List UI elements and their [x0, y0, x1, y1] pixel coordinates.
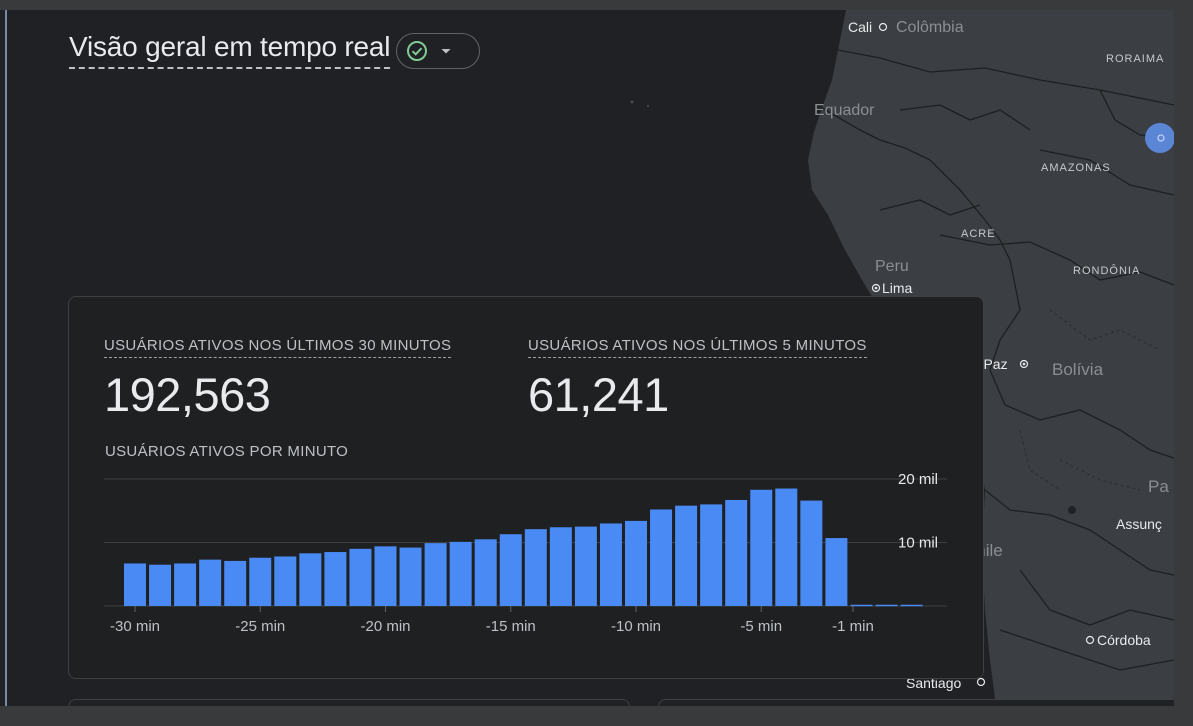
city-dot — [878, 22, 888, 32]
map-label-pa: Pa — [1148, 477, 1169, 496]
city-dot — [871, 283, 881, 293]
status-dropdown-chip[interactable] — [396, 32, 481, 69]
chart-bar[interactable] — [900, 604, 923, 607]
map-label-acre: ACRE — [961, 228, 996, 240]
title-row: Visão geral em tempo real — [69, 30, 481, 69]
chart-bar[interactable] — [599, 523, 622, 606]
chart-bar[interactable] — [700, 504, 723, 606]
page-title[interactable]: Visão geral em tempo real — [69, 30, 391, 69]
caret-down-icon — [441, 48, 451, 53]
map-label-equador: Equador — [814, 102, 875, 119]
map-label-cordoba: Córdoba — [1097, 632, 1151, 648]
chart-bar[interactable] — [424, 543, 447, 606]
map-label-roraima: RORAIMA — [1106, 53, 1164, 65]
map-label-amazonas: AMAZONAS — [1041, 162, 1111, 174]
map-borders — [821, 49, 1174, 671]
chart-bar[interactable] — [850, 604, 873, 607]
chart-bar[interactable] — [149, 564, 172, 606]
world-map[interactable]: Cali Colômbia RORAIMA Equador AMAZONAS A… — [0, 10, 1174, 706]
metric-label-5-min[interactable]: USUÁRIOS ATIVOS NOS ÚLTIMOS 5 MINUTOS — [528, 337, 867, 358]
chart-bar[interactable] — [625, 520, 647, 606]
check-circle-icon — [407, 40, 428, 61]
chart-bar[interactable] — [399, 547, 422, 606]
chart-bar[interactable] — [875, 604, 898, 607]
chart-bar[interactable] — [825, 538, 848, 606]
chart-bar[interactable] — [299, 553, 322, 606]
chart-bar[interactable] — [474, 539, 497, 606]
per-minute-label: USUÁRIOS ATIVOS POR MINUTO — [105, 443, 349, 460]
bottom-card-left — [68, 699, 630, 706]
chart-bar[interactable] — [449, 541, 472, 606]
chart-x-tick-label: -20 min — [360, 618, 410, 635]
city-dot — [1019, 359, 1029, 369]
chart-bar[interactable] — [499, 534, 522, 606]
metric-value-30-min: 192,563 — [104, 368, 271, 421]
chart-bar[interactable] — [750, 489, 773, 606]
city-dot — [1085, 635, 1095, 645]
chart-bar[interactable] — [775, 488, 798, 606]
chart-x-tick-label: -5 min — [740, 618, 782, 635]
chart-bar[interactable] — [650, 509, 673, 606]
chart-bar[interactable] — [574, 526, 597, 606]
chart-x-tick-label: -10 min — [611, 618, 661, 635]
map-label-santiago: Santiago — [906, 675, 961, 691]
island — [647, 105, 649, 107]
chart-bar[interactable] — [374, 546, 397, 606]
chart-bar[interactable] — [675, 505, 698, 606]
capital-dot — [1022, 362, 1026, 366]
chart-bar[interactable] — [524, 529, 547, 606]
active-location-marker[interactable] — [1145, 123, 1174, 153]
map-label-rondonia: RONDÔNIA — [1073, 264, 1140, 277]
lake — [1068, 506, 1076, 514]
chart-y-tick-label: 20 mil — [898, 471, 938, 488]
chart-y-tick-label: 10 mil — [898, 535, 938, 552]
chart-bar[interactable] — [174, 563, 197, 606]
chart-bar[interactable] — [274, 556, 297, 606]
chart-bar[interactable] — [800, 500, 823, 606]
chart-bar[interactable] — [549, 527, 572, 606]
chart-x-tick-label: -1 min — [832, 618, 874, 635]
metric-value-5-min: 61,241 — [528, 368, 669, 421]
map-label-bolivia: Bolívia — [1052, 360, 1104, 379]
capital-dot — [874, 286, 878, 290]
city-dot — [976, 677, 986, 687]
chart-bar[interactable] — [199, 559, 222, 606]
map-label-peru: Peru — [875, 258, 909, 275]
minor-borders — [1019, 309, 1161, 491]
chart-bar[interactable] — [249, 557, 272, 606]
chart-x-tick-label: -30 min — [110, 618, 160, 635]
map-label-lima: Lima — [882, 280, 913, 296]
chart-bar[interactable] — [224, 560, 247, 606]
left-edge-rule — [5, 10, 7, 706]
chart-x-tick-label: -15 min — [486, 618, 536, 635]
chart-bar[interactable] — [725, 499, 748, 606]
island — [630, 100, 634, 104]
marker-dot — [1157, 134, 1165, 142]
chart-x-tick-label: -25 min — [235, 618, 285, 635]
map-label-assuncao: Assunç — [1116, 516, 1162, 532]
realtime-overview-panel: Cali Colômbia RORAIMA Equador AMAZONAS A… — [0, 10, 1174, 706]
bottom-card-right — [658, 699, 1174, 706]
chart-bar[interactable] — [349, 548, 372, 606]
metric-label-30-min[interactable]: USUÁRIOS ATIVOS NOS ÚLTIMOS 30 MINUTOS — [104, 337, 452, 358]
chart-bar[interactable] — [124, 563, 146, 606]
active-users-per-minute-chart[interactable]: -30 min -25 min -20 min -15 min -10 min -5 mi… — [69, 467, 983, 647]
map-label-cali: Cali — [848, 19, 872, 35]
chart-bar[interactable] — [324, 552, 347, 606]
land-mass — [808, 10, 1174, 706]
map-label-colombia: Colômbia — [896, 19, 964, 36]
realtime-metrics-card: USUÁRIOS ATIVOS NOS ÚLTIMOS 30 MINUTOS 1… — [68, 296, 984, 679]
